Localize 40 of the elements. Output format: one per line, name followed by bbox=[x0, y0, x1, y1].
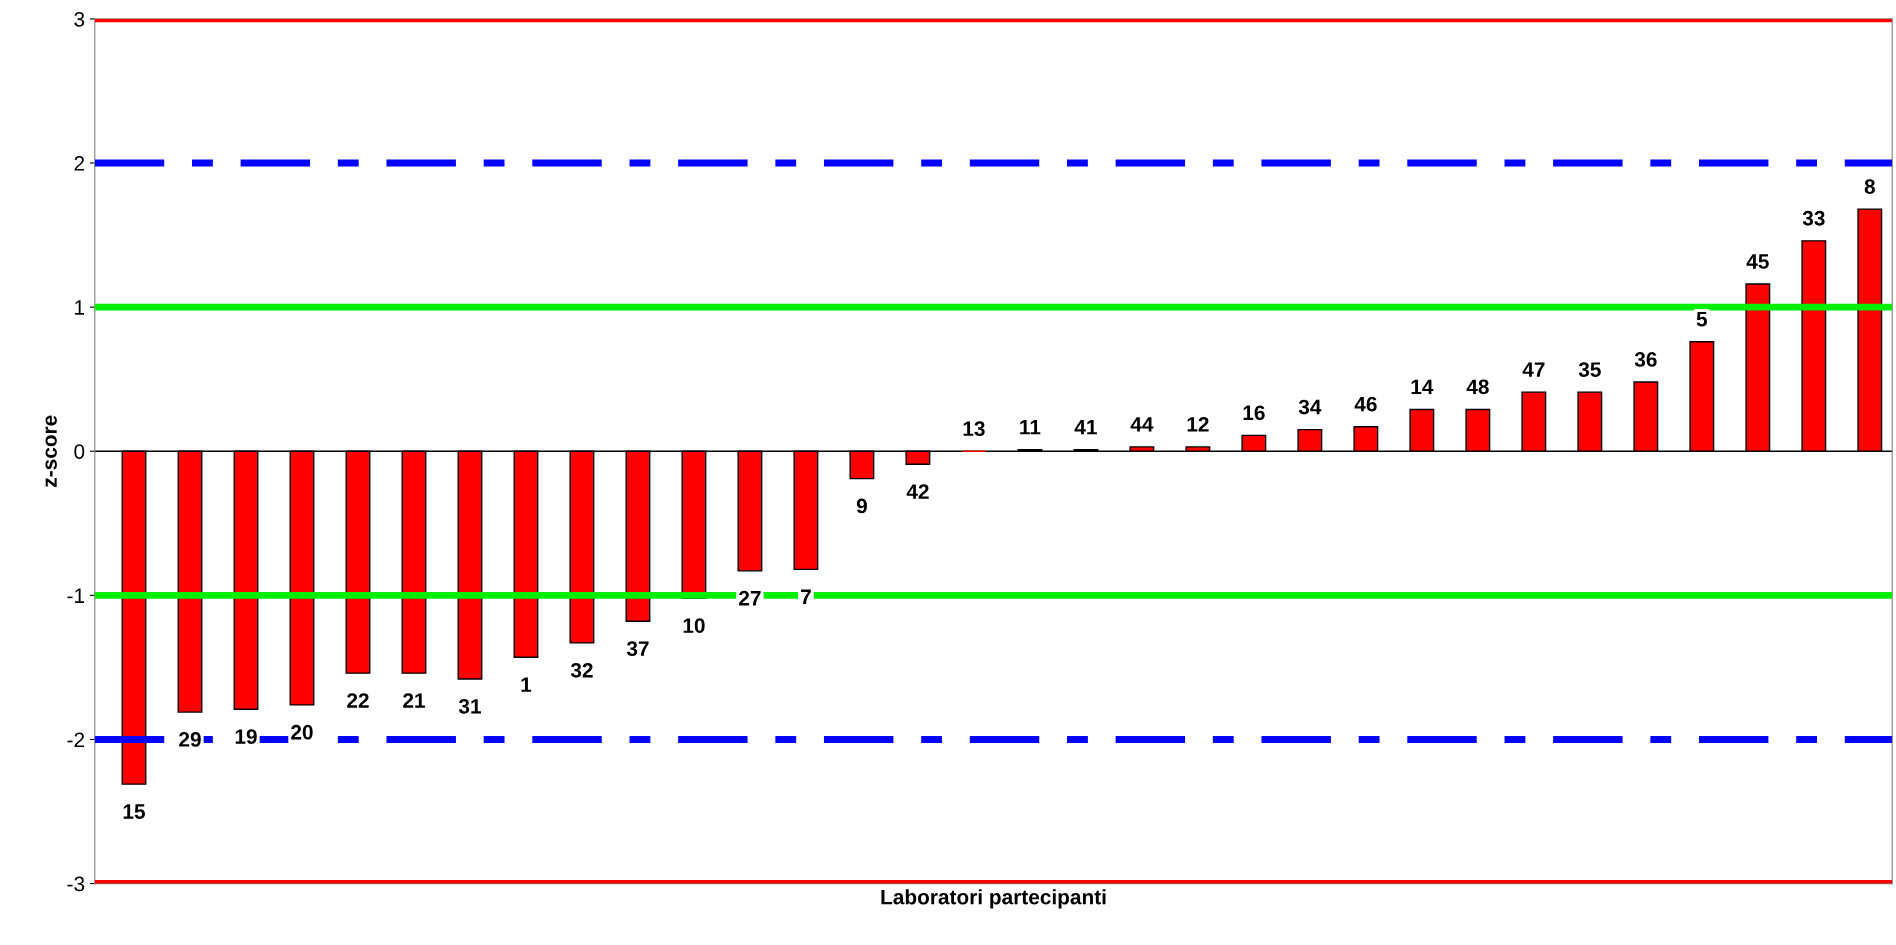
x-tick-label: 14 bbox=[1411, 379, 1434, 395]
y-tick-label: -2 bbox=[67, 732, 85, 748]
x-tick-label: 48 bbox=[1466, 379, 1489, 395]
y-axis-title: z-score bbox=[45, 415, 57, 487]
x-tick-label: 36 bbox=[1634, 352, 1657, 367]
x-tick-label: 19 bbox=[235, 729, 257, 744]
x-axis-title: Laboratori partecipanti bbox=[881, 889, 1106, 909]
x-tick-label: 7 bbox=[801, 589, 811, 604]
x-tick-label: 15 bbox=[123, 804, 145, 819]
x-tick-label: 45 bbox=[1746, 254, 1769, 269]
x-tick-label: 11 bbox=[1020, 420, 1041, 435]
x-tick-label: 31 bbox=[458, 698, 481, 714]
x-tick-label: 42 bbox=[906, 484, 929, 499]
y-tick-label: -3 bbox=[67, 876, 85, 892]
x-tick-label: 32 bbox=[570, 662, 593, 678]
x-tick-label: 10 bbox=[683, 618, 705, 633]
x-tick-label: 33 bbox=[1802, 210, 1825, 226]
x-tick-label: 35 bbox=[1578, 362, 1601, 377]
x-tick-label: 34 bbox=[1298, 399, 1322, 415]
x-tick-label: 12 bbox=[1187, 416, 1209, 432]
x-tick-label: 44 bbox=[1130, 417, 1154, 432]
y-tick-label: 2 bbox=[74, 156, 85, 171]
x-tick-label: 21 bbox=[403, 693, 425, 708]
x-tick-label: 46 bbox=[1354, 396, 1377, 412]
x-tick-label: 8 bbox=[1864, 179, 1875, 194]
x-tick-label: 16 bbox=[1243, 405, 1265, 421]
x-tick-label: 41 bbox=[1074, 420, 1097, 435]
y-tick-label: 3 bbox=[74, 11, 85, 27]
x-tick-label: 5 bbox=[1696, 311, 1708, 327]
y-tick-label: 0 bbox=[74, 444, 85, 459]
x-tick-label: 9 bbox=[856, 498, 867, 514]
x-tick-label: 29 bbox=[179, 732, 201, 747]
y-tick-label: 1 bbox=[75, 300, 85, 315]
x-tick-label: 47 bbox=[1522, 362, 1545, 377]
x-tick-label: 20 bbox=[291, 724, 313, 740]
y-tick-label: -1 bbox=[67, 588, 85, 603]
x-tick-label: 13 bbox=[963, 421, 985, 437]
x-tick-label: 37 bbox=[626, 641, 649, 657]
x-tick-label: 27 bbox=[739, 590, 761, 606]
x-tick-label: 22 bbox=[347, 693, 369, 708]
